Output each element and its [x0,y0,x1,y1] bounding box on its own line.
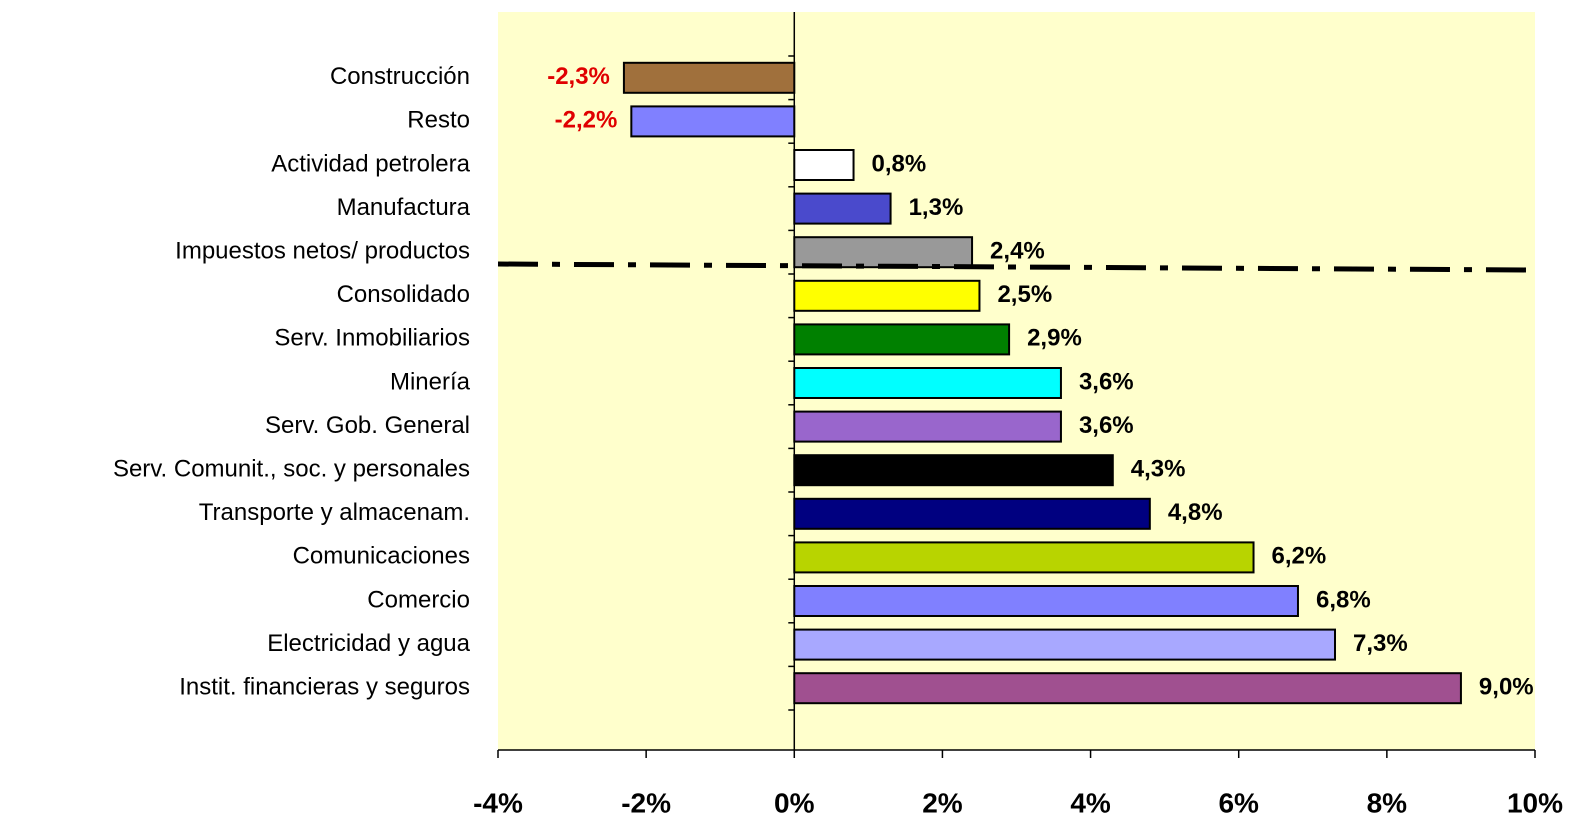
data-label: 2,5% [997,281,1052,308]
bar [793,410,1062,443]
data-label: 0,8% [872,150,927,177]
x-tick-label: 6% [1218,787,1259,818]
category-label: Instit. financieras y seguros [179,674,470,701]
data-label: 3,6% [1079,368,1134,395]
category-label: Electricidad y agua [267,630,470,657]
bar [630,105,796,138]
data-label: 6,8% [1316,586,1371,613]
x-tick-label: 8% [1367,787,1408,818]
bar [793,541,1255,574]
bar [793,585,1299,617]
data-label: 2,9% [1027,325,1082,352]
bar [793,192,892,225]
bar [793,323,1011,356]
category-label: Minería [390,368,471,395]
bar [793,497,1151,530]
bar [793,149,855,181]
category-label: Serv. Gob. General [265,412,470,439]
data-label: 4,3% [1131,456,1186,483]
data-label: 4,8% [1168,499,1223,526]
category-label: Impuestos netos/ productos [175,238,470,265]
reference-line [497,261,1536,273]
bar [793,628,1337,661]
x-tick-label: 10% [1507,787,1563,818]
data-label: -2,2% [555,107,618,134]
category-label: Consolidado [337,281,470,308]
category-label: Comunicaciones [293,543,470,570]
category-label: Comercio [367,586,470,613]
category-label: Transporte y almacenam. [199,499,470,526]
x-tick-label: 0% [774,787,815,818]
data-label: 7,3% [1353,630,1408,657]
bar [793,672,1462,705]
category-label: Manufactura [337,194,471,221]
data-label: 6,2% [1272,543,1327,570]
bar [622,61,796,94]
bar [793,279,981,312]
x-tick-label: 2% [922,787,963,818]
bar [793,367,1062,399]
bar [793,236,974,269]
bar [793,454,1114,487]
data-label: 1,3% [909,194,964,221]
x-tick-label: 4% [1070,787,1111,818]
category-label: Serv. Inmobiliarios [274,325,470,352]
category-label: Actividad petrolera [271,150,470,177]
data-label: -2,3% [547,63,610,90]
category-label: Serv. Comunit., soc. y personales [113,456,470,483]
data-label: 9,0% [1479,674,1534,701]
x-tick-label: -2% [621,787,671,818]
category-label: Resto [407,107,470,134]
data-label: 2,4% [990,238,1045,265]
category-label: Construcción [330,63,470,90]
x-tick-label: -4% [473,787,523,818]
data-label: 3,6% [1079,412,1134,439]
